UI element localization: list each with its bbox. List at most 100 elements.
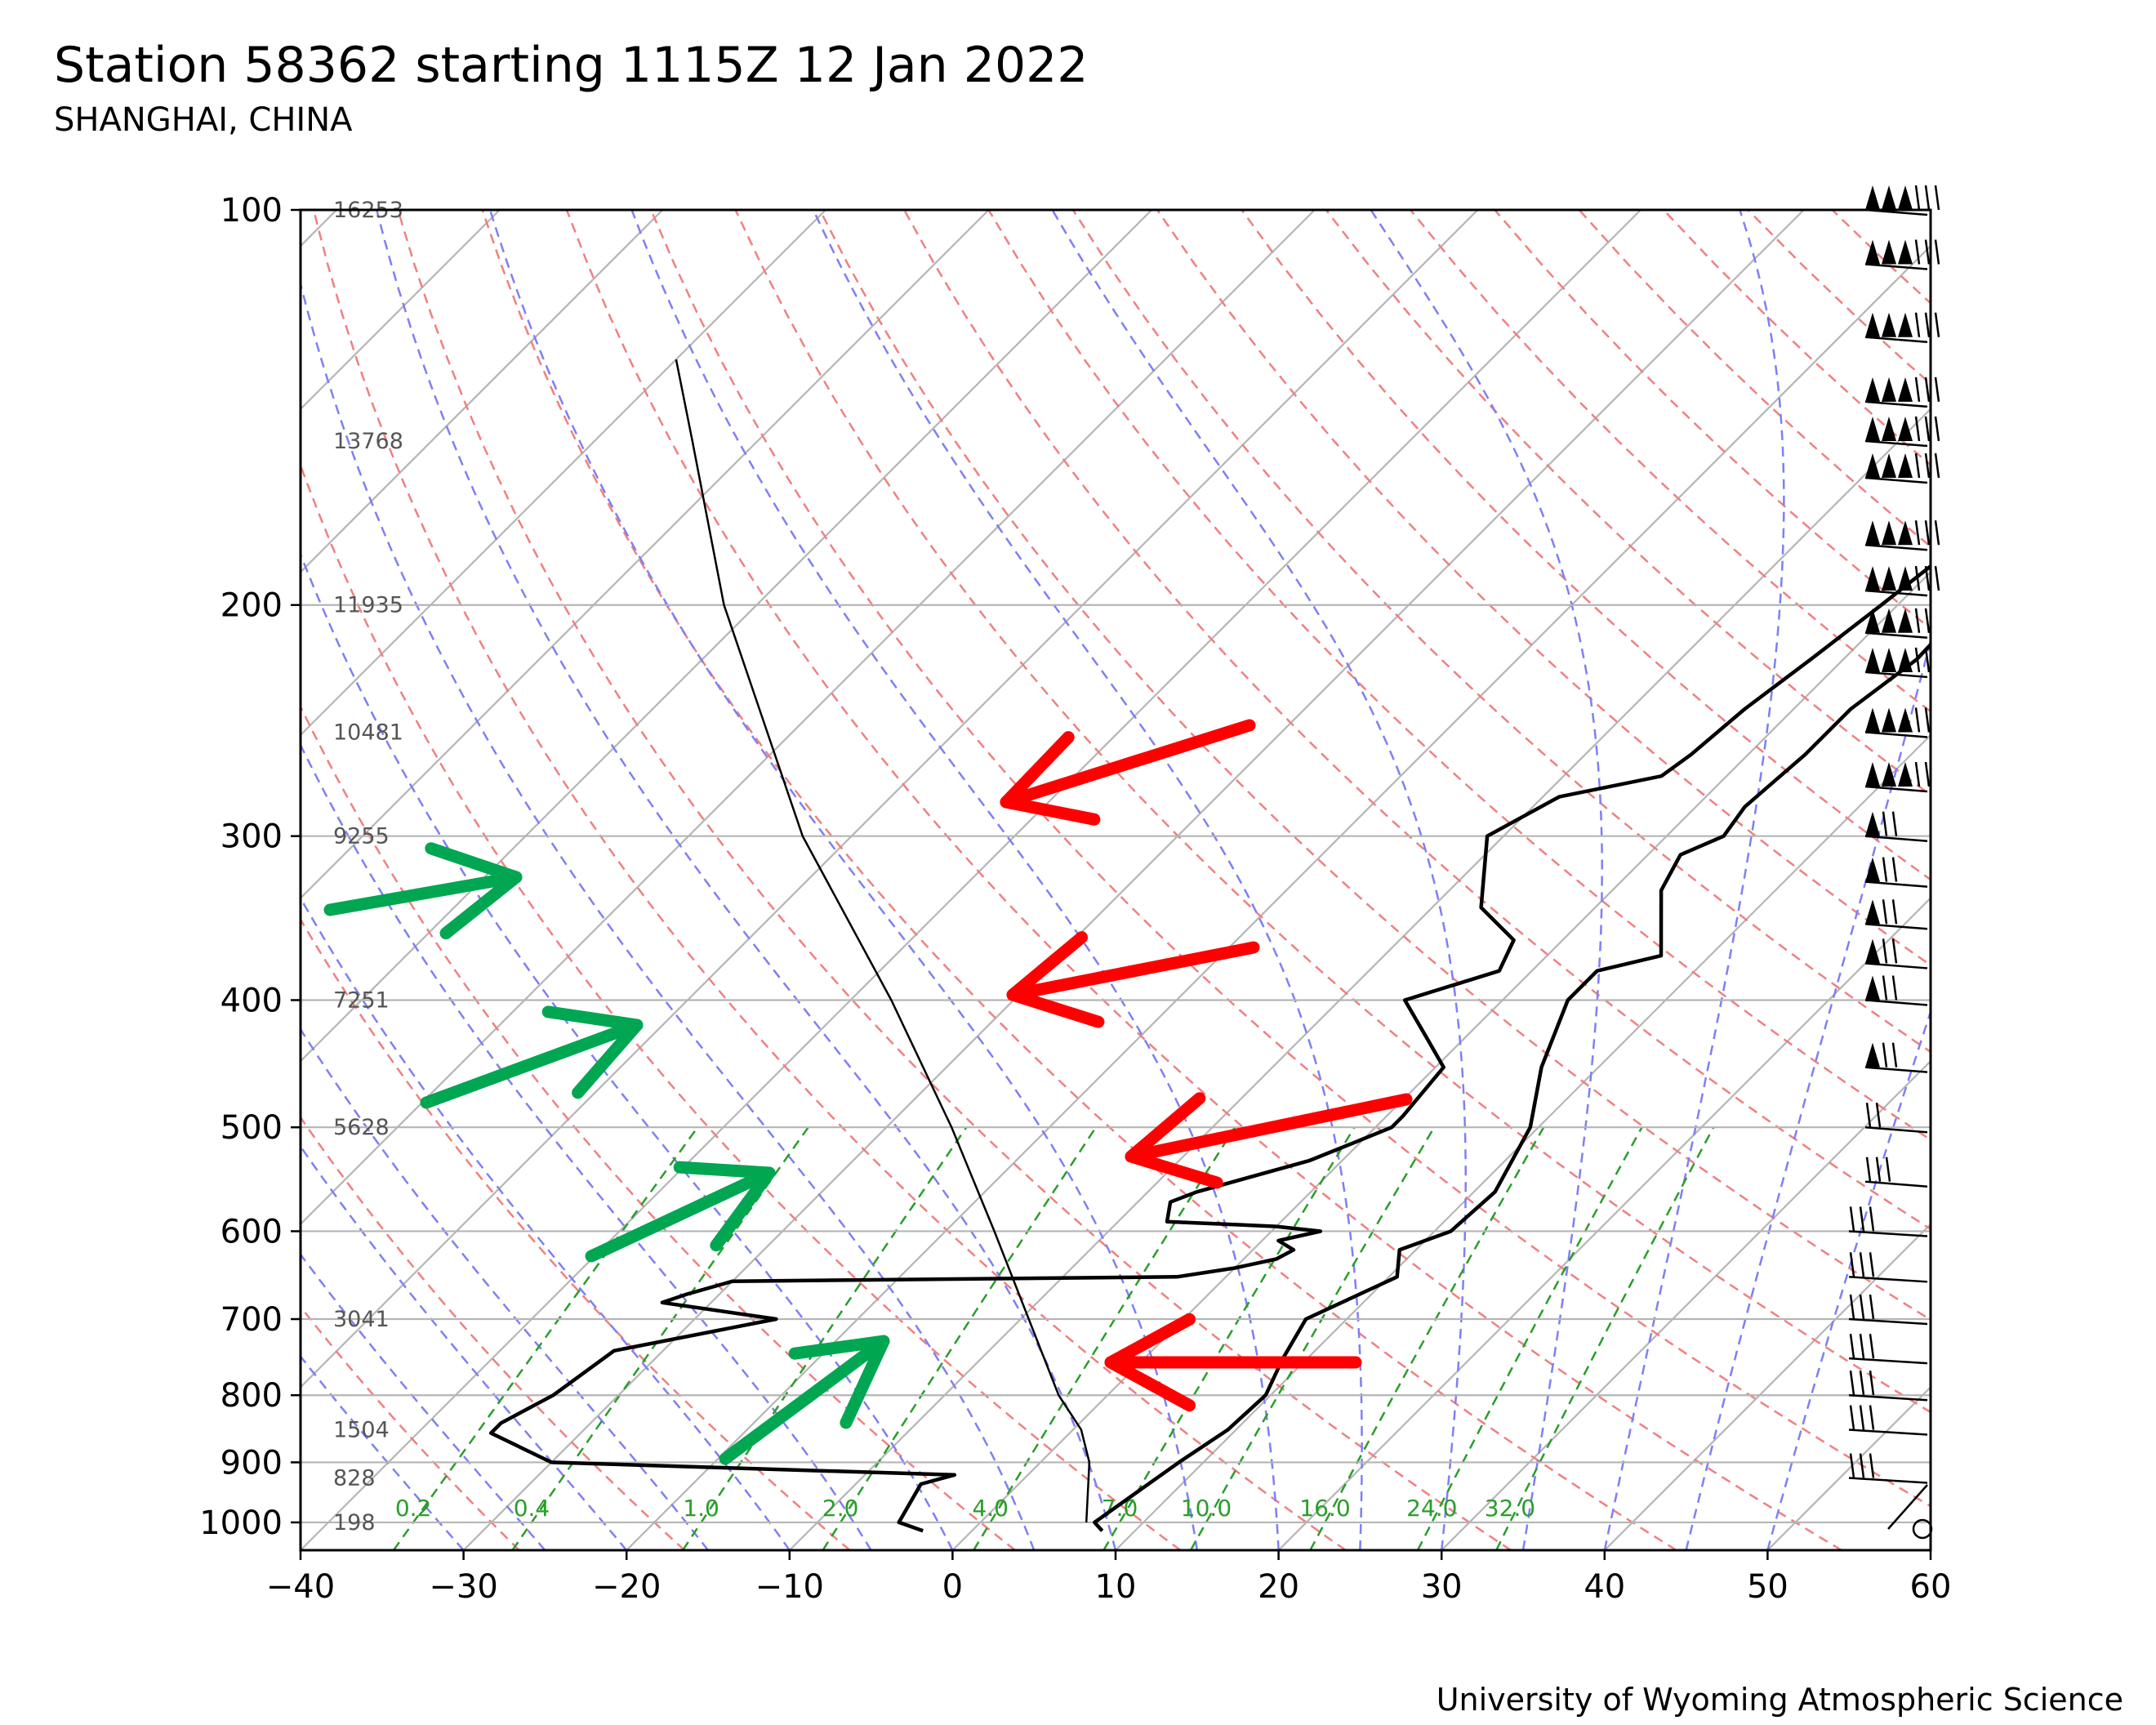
x-tick-label: 0 (942, 1568, 963, 1606)
y-tick-label: 500 (220, 1109, 283, 1147)
moist-adiabat (301, 1354, 465, 1550)
wind-barb (1864, 312, 1940, 343)
height-label: 198 (333, 1510, 376, 1536)
isotherm-line (301, 210, 337, 247)
chart-subtitle: SHANGHAI, CHINA (54, 101, 353, 139)
moist-adiabat (301, 279, 1036, 1550)
dry-adiabat (987, 210, 1931, 1142)
x-tick-label: −20 (592, 1568, 661, 1606)
dry-adiabat (312, 210, 1347, 1550)
wind-barb (1864, 647, 1931, 679)
dry-adiabat (1663, 210, 1931, 466)
dry-adiabat (903, 210, 1931, 1231)
y-tick-label: 800 (220, 1377, 283, 1415)
mixing-ratio-label: 0.2 (395, 1495, 432, 1522)
dry-adiabat (397, 210, 1512, 1550)
isotherm-line (301, 210, 1479, 1388)
dry-adiabat (301, 704, 1016, 1550)
height-label: 5628 (333, 1115, 390, 1140)
wind-barb (1864, 857, 1928, 888)
wind-barb (1864, 608, 1931, 640)
wind-barb (1864, 975, 1928, 1006)
wind-barb (1864, 1157, 1928, 1188)
wind-barb (1848, 1206, 1928, 1237)
mixing-ratio-line (1495, 1126, 1715, 1550)
dry-adiabat (301, 461, 1182, 1550)
x-tick-label: −30 (429, 1568, 497, 1606)
mixing-ratio-line (1189, 1126, 1436, 1550)
moist-adiabat (1766, 1008, 1931, 1550)
height-label: 13768 (333, 429, 403, 454)
annotation-arrow (1000, 719, 1256, 826)
dewpoint-line (488, 564, 1931, 1533)
wind-barbs (1848, 185, 1940, 1540)
y-tick-label: 600 (220, 1213, 283, 1250)
mixing-ratio-lines (392, 1126, 1715, 1550)
wind-barb (1848, 1371, 1928, 1402)
isobar-gridlines (301, 210, 1931, 1524)
moist-adiabat (630, 210, 1280, 1550)
dry-adiabat (1747, 210, 1931, 386)
isotherm-line (462, 210, 1805, 1550)
wind-barb (1848, 1405, 1928, 1436)
isotherm-line (1766, 1385, 1931, 1550)
mixing-ratio-label: 2.0 (822, 1495, 859, 1522)
wind-barb (1864, 1103, 1928, 1134)
x-tick-label: 60 (1910, 1568, 1952, 1606)
mixing-ratio-label: 0.4 (514, 1495, 550, 1522)
moist-adiabat (301, 1144, 628, 1550)
annotation-arrow (1006, 931, 1260, 1028)
mixing-ratio-label: 7.0 (1102, 1495, 1138, 1522)
mixing-ratio-label: 10.0 (1181, 1495, 1232, 1522)
moist-adiabat-lines (301, 210, 1931, 1550)
wind-barb (1848, 1294, 1928, 1326)
mixing-ratio-line (1102, 1126, 1356, 1550)
mixing-ratio-label: 16.0 (1299, 1495, 1350, 1522)
isotherm-line (301, 210, 1316, 1226)
dry-adiabat (1156, 210, 1931, 967)
annotation-arrow (323, 842, 523, 940)
dry-adiabat (565, 210, 1842, 1550)
height-label: 9255 (333, 824, 390, 849)
isotherm-line (301, 210, 826, 737)
dry-adiabat (818, 210, 1931, 1322)
mixing-ratio-line (511, 1126, 809, 1550)
y-tick-label: 900 (220, 1444, 283, 1482)
isotherm-line (301, 210, 1152, 1063)
moist-adiabat (301, 551, 954, 1550)
isotherm-line (301, 210, 1642, 1550)
y-tick-label: 700 (220, 1301, 283, 1339)
chart-title: Station 58362 starting 1115Z 12 Jan 2022 (54, 37, 1088, 94)
wind-barb (1864, 938, 1928, 969)
wind-barb (1864, 239, 1940, 270)
y-tick-label: 100 (220, 192, 283, 230)
height-label: 1504 (333, 1418, 390, 1443)
moist-adiabat (301, 896, 791, 1550)
mixing-ratio-line (682, 1126, 968, 1550)
mixing-ratio-label: 1.0 (683, 1495, 719, 1522)
credit-text: University of Wyoming Atmospheric Scienc… (1437, 1682, 2123, 1718)
dry-adiabat (1325, 210, 1931, 797)
moist-adiabat (812, 210, 1363, 1550)
dry-adiabat (481, 210, 1677, 1550)
mixing-ratio-labels: 0.2 0.4 1.0 2.0 4.0 7.0 10.0 16.0 24.0 32.0 (395, 1495, 1535, 1522)
height-label: 828 (333, 1466, 376, 1491)
isotherm-line (301, 210, 501, 411)
height-label: 7251 (333, 987, 390, 1013)
x-tick-label: 10 (1095, 1568, 1137, 1606)
dry-adiabat (1410, 210, 1931, 713)
annotation-arrow (1125, 1092, 1413, 1189)
height-label: 3041 (333, 1307, 390, 1332)
x-tick-label: 30 (1421, 1568, 1463, 1606)
wind-barb (1864, 761, 1931, 793)
height-label: 11935 (333, 593, 403, 618)
wind-barb (1864, 707, 1931, 738)
dry-adiabat (1071, 210, 1931, 1054)
moist-adiabat (376, 210, 1117, 1550)
moist-adiabat (301, 1252, 546, 1550)
wind-barb-surface (1887, 1484, 1933, 1540)
x-tick-label: 40 (1584, 1568, 1625, 1606)
dry-adiabat-lines (301, 210, 1931, 1550)
dry-adiabat (1494, 210, 1931, 631)
wind-barb (1864, 899, 1928, 930)
